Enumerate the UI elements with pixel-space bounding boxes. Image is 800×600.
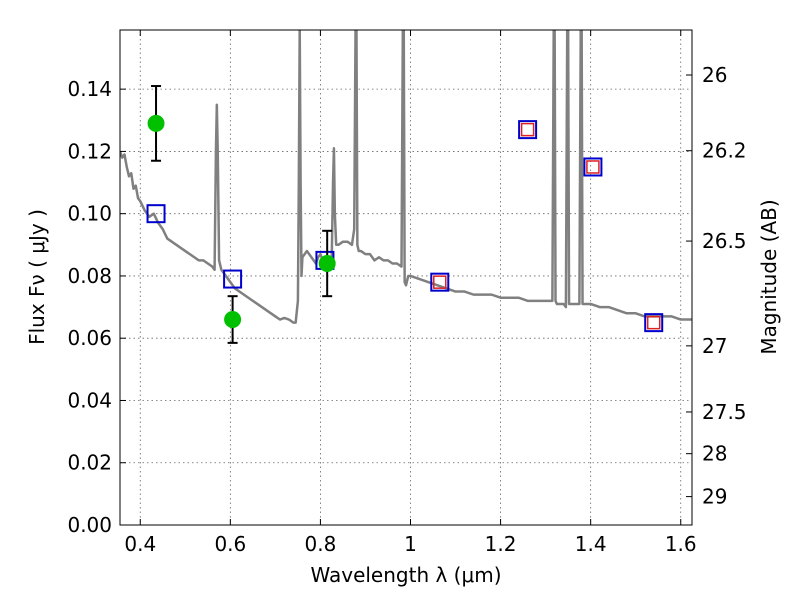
y2-tick-label: 26.2 [702, 139, 747, 163]
model-mag-square-blue [583, 157, 603, 177]
x-tick-label: 0.6 [214, 532, 246, 556]
observed-point [224, 311, 242, 329]
model-mag-square-red [433, 275, 447, 289]
x-tick-label: 1.6 [665, 532, 697, 556]
y-axis-label: Flux Fν ( μJy ) [25, 209, 49, 345]
y-axis-ticks: 0.00 0.02 0.04 0.06 0.08 0.10 0.12 0.14 [67, 77, 126, 537]
model-mag-square-blue [146, 204, 166, 224]
y2-tick-label: 27.5 [702, 400, 747, 424]
model-mag-square-red [586, 160, 600, 174]
observed-point [147, 114, 165, 132]
y2-tick-label: 29 [702, 485, 727, 509]
x-tick-label: 0.8 [305, 532, 337, 556]
x-tick-label: 0.4 [124, 532, 156, 556]
y2-tick-label: 26 [702, 63, 727, 87]
plot-frame [119, 29, 693, 526]
x-axis-ticks: 0.4 0.6 0.8 1 1.2 1.4 1.6 [124, 30, 697, 556]
model-mag-square-blue [644, 313, 664, 333]
x-axis-label: Wavelength λ (μm) [310, 563, 501, 587]
y-tick-label: 0.10 [67, 202, 112, 226]
y-tick-label: 0.06 [67, 326, 112, 350]
x-tick-label: 1 [404, 532, 417, 556]
y-tick-label: 0.04 [67, 388, 112, 412]
x-tick-label: 1.4 [575, 532, 607, 556]
y-tick-label: 0.08 [67, 264, 112, 288]
y2-axis-label: Magnitude (AB) [757, 199, 781, 354]
y2-tick-label: 28 [702, 442, 727, 466]
y2-tick-label: 26.5 [702, 229, 747, 253]
y-tick-label: 0.00 [67, 513, 112, 537]
observed-point [318, 254, 336, 272]
model-mag-square-red [520, 122, 535, 137]
y-tick-label: 0.12 [67, 139, 112, 163]
model-sed-line [120, 30, 692, 324]
y-tick-label: 0.14 [67, 77, 112, 101]
x-tick-label: 1.2 [485, 532, 517, 556]
y2-axis-ticks: 26 26.2 26.5 27 27.5 28 29 [686, 63, 747, 509]
y2-tick-label: 27 [702, 334, 727, 358]
model-mag-square-blue [430, 272, 450, 292]
plot-series [120, 30, 692, 344]
model-mag-square-blue [223, 269, 243, 289]
model-mag-square-red [646, 315, 661, 330]
model-mag-square-blue [518, 120, 538, 140]
y-tick-label: 0.02 [67, 451, 112, 475]
